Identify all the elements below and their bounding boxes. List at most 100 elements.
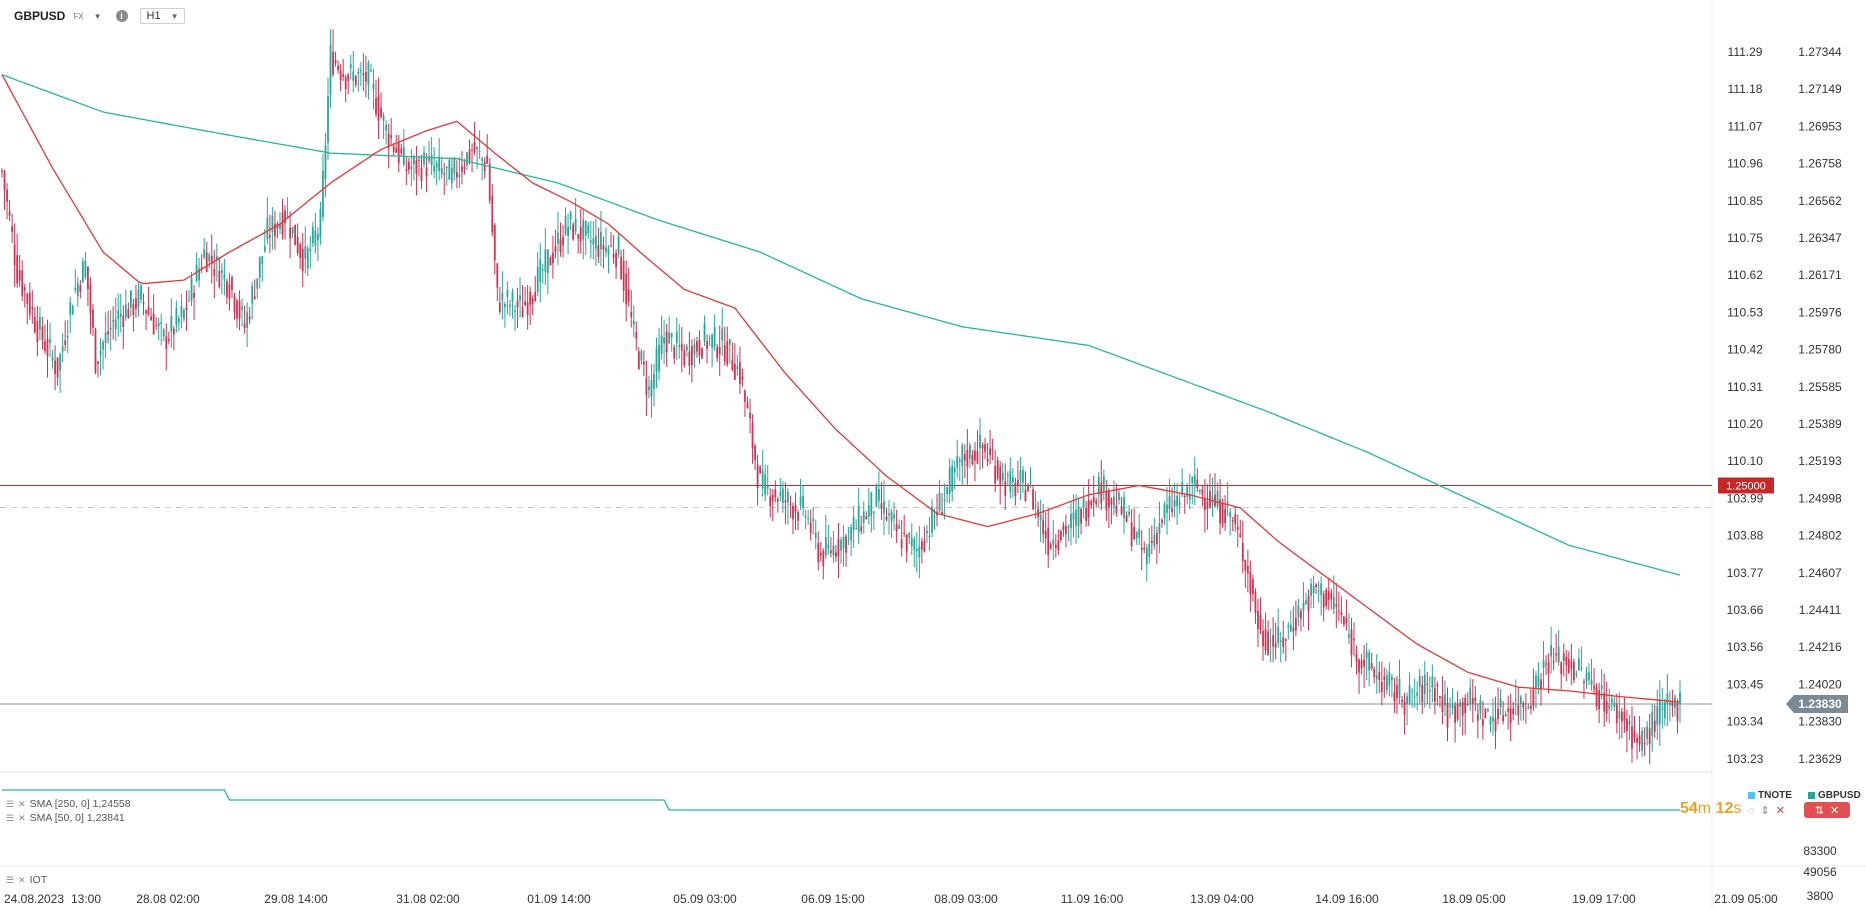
candle-body	[1638, 735, 1641, 745]
candle-body	[1221, 502, 1224, 526]
candle-body	[188, 299, 190, 301]
candle-body	[337, 65, 339, 71]
tag-action-button[interactable]: ⇅ ✕	[1804, 802, 1850, 818]
candle-body	[256, 278, 259, 289]
candle-body	[1393, 692, 1396, 702]
candle-body	[200, 267, 203, 269]
candle-body	[958, 459, 961, 462]
candle-body	[509, 304, 511, 307]
candle-body	[1125, 515, 1128, 522]
candle-body	[587, 225, 590, 234]
timeframe-select[interactable]: H1 ▼	[139, 8, 186, 24]
legend-iot[interactable]: ☰ ✕ IOT	[6, 874, 47, 886]
legend-sma250[interactable]: ☰ ✕ SMA [250, 0] 1,24558	[6, 798, 131, 810]
close-icon[interactable]: ✕	[18, 874, 26, 885]
candle-body	[1105, 492, 1108, 511]
close-icon[interactable]: ✕	[18, 812, 26, 823]
candle-body	[1267, 631, 1269, 655]
candle-body	[1603, 692, 1606, 712]
candle-body	[162, 329, 165, 337]
candle-body	[157, 322, 160, 327]
tag-gbpusd[interactable]: GBPUSD	[1808, 790, 1861, 801]
candle-body	[1492, 717, 1494, 722]
candle-body	[79, 285, 82, 292]
candle-body	[301, 248, 304, 272]
candle-body	[1504, 713, 1507, 717]
candle-body	[1476, 713, 1479, 721]
candle-body	[496, 263, 499, 288]
level-tag-box[interactable]	[1718, 477, 1774, 494]
candle-body	[97, 361, 99, 364]
candle-body	[850, 526, 852, 541]
candle-body	[875, 484, 878, 507]
candle-body	[74, 287, 77, 291]
candle-body	[1646, 726, 1649, 739]
candle-body	[761, 470, 764, 489]
candle-body	[1279, 640, 1282, 642]
candle-body	[1312, 585, 1315, 594]
candle-body	[1130, 522, 1133, 547]
candle-body	[898, 525, 901, 529]
candle-body	[104, 332, 107, 344]
close-icon[interactable]: ✕	[1775, 805, 1785, 817]
candle-body	[99, 350, 102, 356]
candle-body	[632, 321, 635, 325]
candle-body	[706, 341, 708, 350]
candle-body	[473, 142, 476, 153]
candle-body	[554, 246, 557, 253]
candle-body	[6, 189, 8, 202]
candle-body	[21, 270, 24, 296]
candle-body	[1471, 697, 1474, 705]
candle-body	[721, 328, 724, 341]
candle-body	[1062, 525, 1065, 531]
candle-body	[317, 234, 319, 241]
symbol-dropdown-icon[interactable]: ▼	[93, 11, 102, 21]
candle-body	[180, 306, 183, 317]
candle-body	[309, 248, 312, 252]
candle-body	[1519, 696, 1522, 704]
candle-body	[208, 254, 211, 262]
time-axis-label: 19.09 17:00	[1572, 892, 1636, 906]
candle-body	[81, 261, 84, 283]
price-axis-label: 1.26562	[1798, 194, 1842, 208]
candle-body	[466, 152, 468, 166]
candle-body	[357, 72, 360, 75]
candle-body	[1168, 496, 1171, 509]
candle-body	[1269, 639, 1272, 641]
sort-icon[interactable]: ⇕	[1760, 805, 1770, 817]
candle-body	[152, 313, 155, 335]
candle-body	[1044, 530, 1047, 539]
candle-body	[405, 169, 408, 171]
close-icon[interactable]: ✕	[18, 798, 26, 809]
candle-body	[642, 361, 645, 365]
menu-icon[interactable]: ☰	[6, 874, 15, 885]
candle-body	[319, 208, 322, 238]
candle-body	[420, 168, 423, 182]
time-axis-label: 11.09 16:00	[1061, 892, 1124, 906]
menu-icon[interactable]: ☰	[6, 812, 15, 823]
candle-body	[1439, 696, 1441, 698]
menu-icon[interactable]: ☰	[6, 798, 15, 809]
candle-body	[390, 135, 393, 139]
candle-body	[665, 331, 668, 353]
volume-axis-label: 49056	[1803, 865, 1837, 879]
candle-body	[438, 156, 441, 171]
candle-body	[1353, 638, 1355, 641]
info-icon[interactable]: i	[115, 10, 128, 22]
secondary-axis-label: 110.20	[1727, 417, 1763, 431]
candle-body	[1540, 679, 1542, 690]
candle-body	[1535, 675, 1537, 689]
candle-body	[135, 298, 137, 310]
eye-icon[interactable]: ◌	[1748, 804, 1755, 817]
legend-sma50[interactable]: ☰ ✕ SMA [50, 0] 1,23841	[6, 812, 125, 824]
candle-body	[910, 537, 913, 547]
symbol-name[interactable]: GBPUSD	[14, 9, 66, 23]
tag-tnote[interactable]: TNOTE	[1748, 790, 1792, 801]
candle-body	[1656, 706, 1659, 725]
candle-body	[1380, 681, 1383, 693]
candle-body	[1585, 672, 1588, 682]
candle-body	[797, 512, 799, 521]
candle-body	[1433, 688, 1436, 702]
candle-body	[1128, 511, 1130, 515]
